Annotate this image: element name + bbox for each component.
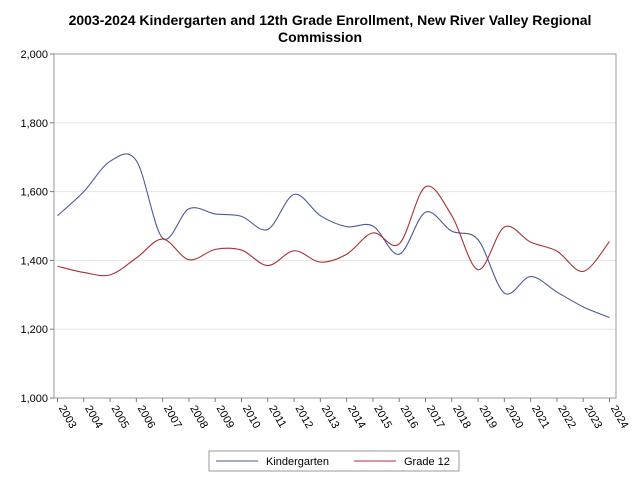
chart-title-line-1: 2003-2024 Kindergarten and 12th Grade En… — [69, 12, 592, 28]
y-tick-label: 1,800 — [20, 118, 48, 130]
x-tick-label: 2015 — [371, 404, 394, 431]
x-tick-label: 2014 — [345, 404, 368, 431]
legend: Kindergarten Grade 12 — [208, 450, 460, 472]
legend-label-grade-12: Grade 12 — [404, 456, 450, 468]
y-tick-label: 1,000 — [20, 393, 48, 405]
x-tick-label: 2020 — [503, 404, 526, 431]
x-tick-label: 2017 — [424, 404, 447, 431]
x-tick-label: 2010 — [240, 404, 263, 431]
x-tick-label: 2013 — [319, 404, 342, 431]
x-tick-label: 2004 — [82, 404, 105, 431]
y-tick-label: 1,600 — [20, 187, 48, 199]
series-line-kindergarten — [57, 153, 610, 319]
x-tick-label: 2018 — [450, 404, 473, 431]
x-tick-label: 2012 — [292, 404, 315, 431]
x-tick-label: 2008 — [187, 404, 210, 431]
plot-frame — [53, 53, 617, 399]
series-line-grade-12 — [57, 185, 610, 277]
series-lines — [57, 153, 610, 319]
x-tick-label: 2003 — [56, 404, 79, 431]
x-tick-label: 2011 — [266, 404, 288, 430]
x-tick-label: 2022 — [555, 404, 578, 431]
x-tick-label: 2005 — [108, 404, 131, 431]
x-tick-label: 2023 — [582, 404, 605, 431]
y-tick-label: 1,400 — [20, 255, 48, 267]
x-axis: 2003 2004 2005 2006 2007 2008 2009 2010 2011 2012… — [56, 398, 631, 431]
y-tick-label: 1,200 — [20, 324, 48, 336]
gridlines — [54, 122, 616, 330]
x-tick-label: 2006 — [135, 404, 158, 431]
x-tick-label: 2007 — [161, 404, 184, 431]
y-axis: 1,000 1,200 1,400 1,600 1,800 2,000 — [20, 49, 54, 405]
legend-box — [208, 450, 460, 472]
legend-label-kindergarten: Kindergarten — [266, 456, 329, 468]
x-tick-label: 2024 — [608, 404, 631, 431]
x-tick-label: 2021 — [529, 404, 552, 431]
x-tick-label: 2019 — [476, 404, 499, 431]
y-tick-label: 2,000 — [20, 49, 48, 61]
x-tick-label: 2016 — [398, 404, 421, 431]
chart-title-line-2: Commission — [278, 29, 362, 45]
x-tick-label: 2009 — [214, 404, 237, 431]
